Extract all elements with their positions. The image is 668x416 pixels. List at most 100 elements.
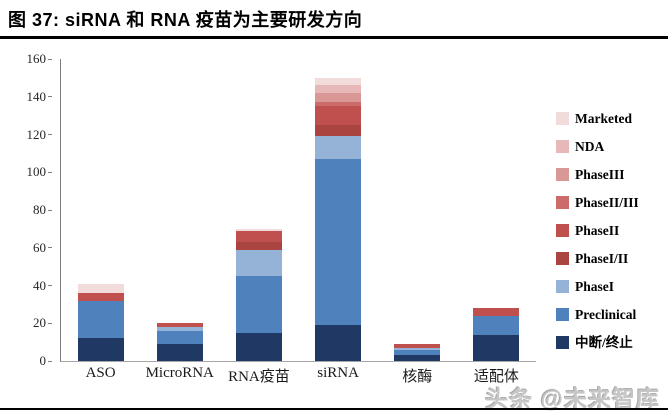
legend-swatch-icon bbox=[556, 224, 569, 237]
y-tick-label: 120 bbox=[26, 126, 47, 142]
bar-segment bbox=[77, 283, 124, 294]
bar-适配体 bbox=[473, 308, 520, 361]
legend-item: Preclinical bbox=[556, 308, 666, 321]
bar-segment bbox=[394, 344, 441, 348]
bar-segment bbox=[235, 249, 282, 277]
x-axis-label: ASO bbox=[85, 365, 116, 381]
legend-swatch-icon bbox=[556, 252, 569, 265]
plot-area: ASO MicroRNA RNA疫苗 siRNA 核酶 适配体 bbox=[60, 59, 536, 385]
y-tick-mark bbox=[48, 171, 52, 173]
bar-segment bbox=[394, 349, 441, 356]
y-tick-mark bbox=[48, 209, 52, 211]
bar-segment bbox=[235, 242, 282, 250]
legend-swatch-icon bbox=[556, 140, 569, 153]
bar-segment bbox=[156, 327, 203, 331]
legend-item: Marketed bbox=[556, 112, 666, 125]
bar-segment bbox=[315, 136, 362, 160]
x-axis-label: RNA疫苗 bbox=[228, 369, 290, 385]
bar-segment bbox=[315, 77, 362, 86]
legend-label: Preclinical bbox=[575, 307, 637, 322]
bar-segment bbox=[235, 230, 282, 243]
y-tick-label: 0 bbox=[39, 353, 47, 368]
bar-segment bbox=[315, 106, 362, 126]
bar-segment bbox=[473, 308, 520, 316]
category-slot: 适配体 bbox=[457, 59, 536, 385]
x-axis-label: siRNA bbox=[317, 365, 359, 381]
y-tick-mark bbox=[48, 96, 52, 98]
legend-swatch-icon bbox=[556, 336, 569, 349]
bar-segment bbox=[156, 323, 203, 328]
legend-label: PhaseII bbox=[575, 223, 620, 238]
x-axis-label: 适配体 bbox=[473, 369, 519, 385]
bar-segment bbox=[315, 85, 362, 94]
y-tick-label: 100 bbox=[26, 164, 47, 180]
bar-segment bbox=[394, 355, 441, 361]
bar-siRNA bbox=[315, 77, 362, 361]
category-slot: ASO bbox=[61, 59, 140, 381]
y-tick-label: 40 bbox=[33, 277, 46, 293]
bar-segment bbox=[473, 315, 520, 335]
bar-segment bbox=[77, 300, 124, 339]
bar-segment bbox=[235, 332, 282, 361]
y-tick-label: 140 bbox=[26, 88, 47, 104]
x-axis-label: MicroRNA bbox=[145, 365, 214, 381]
legend-item: 中断/终止 bbox=[556, 336, 666, 349]
legend-item: PhaseII bbox=[556, 224, 666, 237]
y-tick-mark bbox=[48, 247, 52, 249]
legend-swatch-icon bbox=[556, 112, 569, 125]
y-tick-mark bbox=[48, 134, 52, 135]
legend-item: PhaseIII bbox=[556, 168, 666, 181]
title-underline bbox=[0, 36, 668, 39]
bar-segment bbox=[156, 344, 203, 361]
category-slot: RNA疫苗 bbox=[219, 59, 298, 385]
legend-swatch-icon bbox=[556, 308, 569, 321]
bar-segment bbox=[235, 228, 282, 231]
legend-item: PhaseI bbox=[556, 280, 666, 293]
y-tick-label: 60 bbox=[33, 239, 46, 255]
bar-segment bbox=[235, 276, 282, 333]
legend-item: NDA bbox=[556, 140, 666, 153]
category-slot: siRNA bbox=[299, 59, 378, 381]
stacked-bar-chart: 0 20 40 60 80 100 120 140 160 ASO MicroRNA RNA疫苗 si… bbox=[0, 44, 668, 394]
watermark: 头条 @未来智库 bbox=[485, 386, 660, 412]
legend-label: 中断/终止 bbox=[575, 335, 633, 350]
y-tick-mark bbox=[48, 58, 52, 60]
y-tick-label: 80 bbox=[33, 202, 46, 217]
bar-segment bbox=[394, 347, 441, 350]
category-slot: MicroRNA bbox=[140, 59, 219, 381]
y-tick-mark bbox=[48, 285, 52, 286]
legend-swatch-icon bbox=[556, 196, 569, 209]
bar-segment bbox=[315, 125, 362, 137]
chart-legend: Marketed NDA PhaseIII PhaseII/III PhaseII Pha… bbox=[556, 112, 666, 349]
bar-segment bbox=[156, 330, 203, 345]
bar-segment bbox=[473, 334, 520, 361]
category-slot: 核酶 bbox=[378, 59, 457, 385]
y-tick-label: 160 bbox=[26, 51, 47, 66]
legend-label: PhaseI bbox=[575, 279, 615, 294]
bottom-divider bbox=[0, 408, 668, 410]
legend-swatch-icon bbox=[556, 280, 569, 293]
bar-MicroRNA bbox=[156, 323, 203, 361]
legend-label: PhaseI/II bbox=[575, 251, 629, 266]
bar-segment bbox=[315, 325, 362, 361]
y-tick-label: 20 bbox=[33, 315, 46, 331]
bar-segment bbox=[315, 159, 362, 326]
bar-RNA疫苗 bbox=[235, 228, 282, 361]
legend-item: PhaseII/III bbox=[556, 196, 666, 209]
figure-title: 图 37: siRNA 和 RNA 疫苗为主要研发方向 bbox=[8, 10, 363, 30]
legend-swatch-icon bbox=[556, 168, 569, 181]
bar-segment bbox=[77, 338, 124, 361]
legend-label: Marketed bbox=[575, 111, 632, 126]
y-tick-mark bbox=[48, 322, 52, 324]
y-tick-mark bbox=[48, 360, 52, 362]
y-axis: 0 20 40 60 80 100 120 140 160 bbox=[0, 51, 52, 368]
bar-segment bbox=[315, 102, 362, 107]
bar-segment bbox=[315, 93, 362, 103]
bar-核酶 bbox=[394, 344, 441, 361]
legend-item: PhaseI/II bbox=[556, 252, 666, 265]
legend-label: PhaseII/III bbox=[575, 195, 639, 210]
bar-ASO bbox=[77, 283, 124, 361]
x-axis-label: 核酶 bbox=[402, 369, 433, 385]
legend-label: PhaseIII bbox=[575, 167, 625, 182]
